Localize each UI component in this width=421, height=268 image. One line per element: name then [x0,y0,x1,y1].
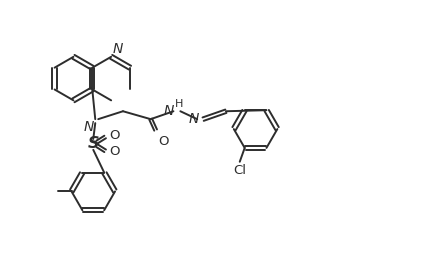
Text: N: N [163,104,174,118]
Text: Cl: Cl [233,164,246,177]
Text: N: N [84,120,94,134]
Text: O: O [159,135,169,148]
Text: O: O [109,145,120,158]
Text: S: S [88,136,99,151]
Text: O: O [109,129,120,143]
Text: H: H [174,99,183,109]
Text: N: N [112,42,123,56]
Text: N: N [189,112,199,126]
